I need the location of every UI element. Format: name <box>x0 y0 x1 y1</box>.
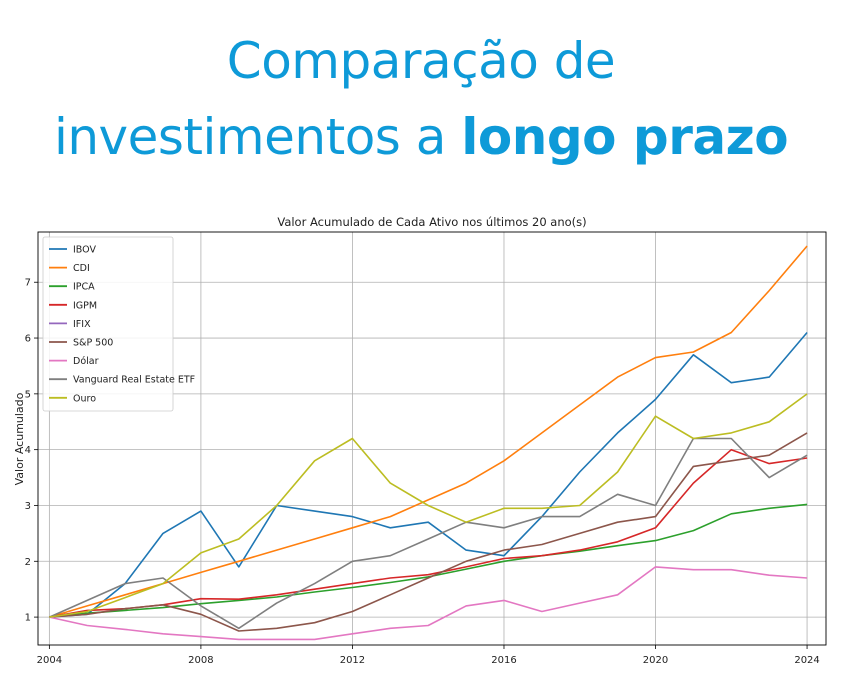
plot-frame <box>37 231 827 646</box>
y-tick-label: 1 <box>25 613 31 624</box>
legend-label: Ouro <box>73 393 96 404</box>
x-tick-label: 2020 <box>643 655 668 666</box>
series-line-2 <box>49 503 808 618</box>
series-line-0 <box>49 331 808 618</box>
legend-label: IPCA <box>73 282 95 293</box>
series-layer <box>49 245 808 641</box>
x-tick-label: 2012 <box>340 655 365 666</box>
x-tick-label: 2016 <box>491 655 516 666</box>
legend-label: IGPM <box>73 300 97 311</box>
series-line-3 <box>49 448 808 618</box>
series-line-5 <box>49 432 808 632</box>
y-axis-label: Valor Acumulado <box>13 392 26 485</box>
series-line-8 <box>49 393 808 618</box>
legend[interactable]: IBOV CDI IPCA IGPM IFIX S&P 500 Dólar Vanguard … <box>42 236 195 412</box>
legend-box <box>42 236 174 412</box>
y-tick-label: 3 <box>25 501 31 512</box>
headline-regular: investimentos a <box>53 108 462 166</box>
chart-title: Valor Acumulado de Cada Ativo nos último… <box>277 215 586 229</box>
legend-label: Dólar <box>73 356 99 367</box>
y-tick-label: 2 <box>25 557 31 568</box>
headline-line-2: investimentos a longo prazo <box>0 106 842 168</box>
legend-label: IBOV <box>73 245 96 256</box>
y-tick-label: 4 <box>25 445 31 456</box>
series-line-6 <box>49 566 808 641</box>
legend-label: Vanguard Real Estate ETF <box>73 375 195 386</box>
x-tick-label: 2024 <box>794 655 819 666</box>
y-tick-label: 7 <box>25 278 31 289</box>
headline-bold: longo prazo <box>461 108 789 166</box>
y-tick-label: 6 <box>25 334 31 345</box>
headline-line-1: Comparação de <box>226 32 616 90</box>
legend-label: CDI <box>73 263 90 274</box>
x-tick-label: 2008 <box>188 655 213 666</box>
ticks: 2004 2008 2012 2016 2020 2024 1 2 3 4 5 6 7 <box>25 278 820 666</box>
legend-label: IFIX <box>73 319 91 330</box>
series-line-1 <box>49 245 808 618</box>
legend-label: S&P 500 <box>73 338 113 349</box>
x-tick-label: 2004 <box>37 655 62 666</box>
y-tick-label: 5 <box>25 389 31 400</box>
series-line-7 <box>49 437 808 630</box>
grid <box>38 232 826 645</box>
